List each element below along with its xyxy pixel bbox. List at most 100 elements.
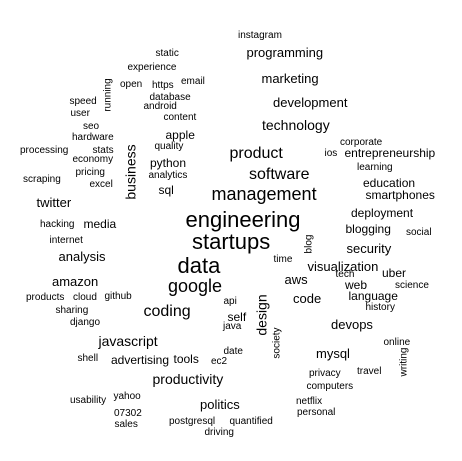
word-sql: sql [158, 183, 174, 197]
word-privacy: privacy [309, 368, 341, 379]
word-products: products [26, 292, 65, 303]
word-learning: learning [357, 162, 393, 173]
word-writing: writing [397, 347, 409, 377]
word-apple: apple [165, 128, 195, 142]
word-self: self [227, 310, 247, 324]
word-blogging: blogging [345, 222, 391, 236]
word-hacking: hacking [40, 219, 75, 230]
word-stats: stats [92, 145, 114, 156]
word-management: management [211, 184, 317, 204]
word-github: github [104, 291, 132, 302]
word-excel: excel [89, 179, 113, 190]
word-tech: tech [335, 269, 355, 280]
word-postgresql: postgresql [169, 416, 216, 427]
word-javascript: javascript [98, 333, 158, 349]
word-coding: coding [143, 303, 191, 320]
word-personal: personal [297, 407, 336, 418]
word-advertising: advertising [111, 353, 170, 367]
word-scraping: scraping [23, 174, 61, 185]
word-cloud: cloud [73, 292, 97, 303]
word-processing: processing [20, 145, 69, 156]
word-politics: politics [200, 396, 240, 412]
word-instagram: instagram [238, 30, 282, 41]
word-engineering: engineering [185, 207, 301, 232]
word-email: email [181, 76, 205, 87]
word-database: database [149, 92, 191, 103]
word-tools: tools [173, 352, 199, 366]
word-smartphones: smartphones [365, 188, 435, 202]
word-hardware: hardware [72, 132, 114, 143]
word-quantified: quantified [229, 416, 273, 427]
word-economy: economy [72, 154, 114, 165]
word-aws: aws [284, 271, 308, 287]
word-ec2: ec2 [211, 356, 228, 367]
word-education: education [363, 176, 416, 190]
word-data: data [177, 253, 221, 278]
word-speed: speed [69, 96, 97, 107]
word-driving: driving [204, 427, 234, 438]
word-productivity: productivity [152, 371, 224, 387]
word-marketing: marketing [261, 70, 319, 86]
word-android: android [143, 101, 177, 112]
word-google: google [168, 276, 223, 296]
word-society: society [271, 327, 283, 359]
word-product: product [229, 145, 283, 162]
word-entrepreneurship: entrepreneurship [344, 146, 436, 160]
word-security: security [346, 240, 392, 256]
word-django: django [70, 317, 101, 328]
word-sales: sales [114, 419, 138, 430]
word-python: python [150, 156, 187, 170]
word-time: time [273, 254, 293, 265]
word-quality: quality [154, 141, 184, 152]
word-technology: technology [262, 117, 330, 133]
word-language: language [348, 289, 398, 303]
word-date: date [223, 346, 243, 357]
word-content: content [163, 112, 197, 123]
word-pricing: pricing [75, 167, 105, 178]
word-twitter: twitter [36, 194, 72, 210]
word-yahoo: yahoo [113, 391, 141, 402]
word-netflix: netflix [296, 396, 323, 407]
word-user: user [70, 108, 90, 119]
word-experience: experience [127, 62, 177, 73]
word-science: science [395, 280, 429, 291]
word-social: social [406, 227, 432, 238]
word-07302: 07302 [114, 408, 142, 419]
word-blog: blog [302, 234, 314, 254]
word-analysis: analysis [58, 248, 106, 264]
word-running: running [102, 78, 114, 112]
word-business: business [122, 144, 139, 200]
word-design: design [253, 294, 270, 336]
word-ios: ios [324, 148, 338, 159]
word-corporate: corporate [340, 137, 383, 148]
word-shell: shell [77, 353, 99, 364]
word-travel: travel [357, 366, 382, 377]
word-static: static [155, 48, 179, 59]
word-mysql: mysql [316, 345, 350, 361]
word-software: software [249, 166, 310, 183]
word-history: history [365, 302, 395, 313]
word-visualization: visualization [307, 258, 379, 274]
word-development: development [273, 94, 348, 110]
word-java: java [223, 321, 242, 332]
word-uber: uber [382, 266, 407, 280]
word-media: media [83, 217, 117, 231]
word-web: web [345, 278, 368, 292]
word-usability: usability [70, 395, 107, 406]
word-deployment: deployment [351, 206, 414, 220]
word-code: code [293, 290, 322, 306]
word-programming: programming [246, 44, 324, 60]
word-https: https [152, 80, 174, 91]
word-devops: devops [331, 316, 373, 332]
word-computers: computers [306, 381, 354, 392]
word-open: open [120, 79, 143, 90]
word-internet: internet [49, 235, 83, 246]
word-online: online [383, 337, 411, 348]
word-startups: startups [192, 229, 271, 254]
word-api: api [223, 296, 237, 307]
word-amazon: amazon [52, 273, 99, 289]
word-sharing: sharing [55, 305, 89, 316]
word-seo: seo [83, 121, 100, 132]
word-analytics: analytics [148, 170, 188, 181]
